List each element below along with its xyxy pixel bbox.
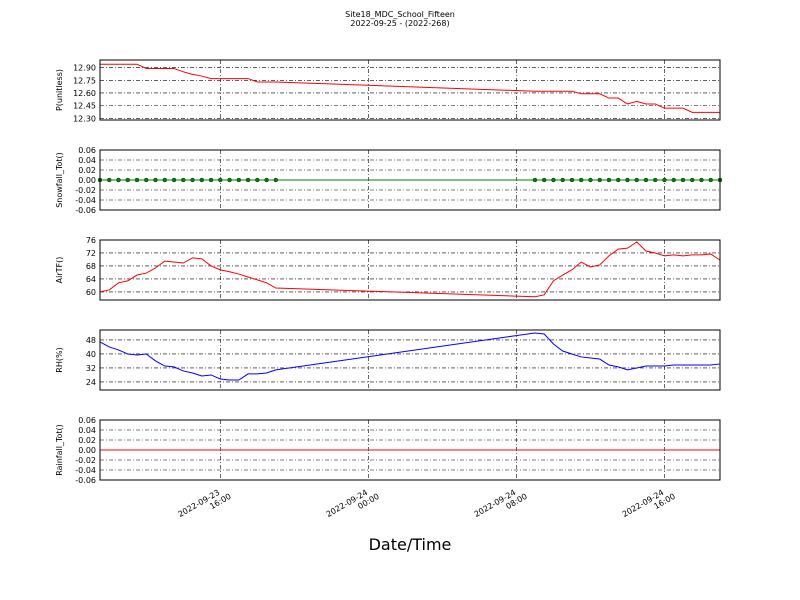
y-axis-label: RH(%) [55,347,64,372]
y-tick-label: 0.02 [78,166,96,175]
x-tick-label: 2022-09-2416:00 [621,484,677,527]
y-tick-label: 48 [86,336,96,345]
data-point [264,177,269,183]
chart-title: Site18_MDC_School_Fifteen [345,10,455,19]
plot-frame [99,59,721,121]
data-point [218,177,223,183]
y-tick-label: 12.60 [73,89,96,98]
data-line [99,241,721,298]
y-tick-label: 32 [86,364,96,373]
data-point [181,177,186,183]
y-axis-label: Snowfall_Tot() [55,152,64,208]
data-point [236,177,241,183]
data-point [227,177,232,183]
y-tick-label: 0.00 [78,446,96,455]
data-point [588,177,593,183]
chart-subtitle: 2022-09-25 - (2022-268) [350,19,449,28]
plot-frame [99,149,721,211]
y-tick-label: 40 [86,350,96,359]
y-tick-label: 12.45 [73,102,96,111]
x-tick-label: 2022-09-2400:00 [325,484,381,527]
data-line [99,332,721,381]
y-tick-label: 0.04 [78,426,96,435]
data-point [680,177,686,183]
x-tick-label: 2022-09-2408:00 [473,484,529,527]
data-point [162,177,167,183]
data-point [579,177,584,183]
data-point [125,177,130,183]
y-tick-label: 24 [86,378,96,387]
data-point [597,177,602,183]
data-point [532,177,538,183]
data-point [199,177,204,183]
data-point [171,177,177,183]
data-point [560,177,565,183]
data-point [551,177,556,183]
y-tick-label: 0.02 [78,436,96,445]
data-point [690,177,695,183]
y-tick-label: 12.30 [73,114,96,123]
y-tick-label: -0.02 [75,456,96,465]
data-point [569,177,575,183]
data-point [144,177,149,183]
data-point [245,177,251,183]
data-point [671,177,676,183]
y-axis-label: Rainfall_Tot() [55,424,64,476]
data-point [606,177,612,183]
y-tick-label: 0.06 [78,146,96,155]
plot-frame [99,329,721,391]
data-point [643,177,649,183]
y-tick-label: 60 [86,288,96,297]
y-tick-label: -0.04 [75,466,96,475]
data-point [190,177,195,183]
y-tick-label: 72 [86,249,96,258]
y-tick-label: 64 [86,275,96,284]
data-point [273,177,278,183]
data-point [625,177,630,183]
y-tick-label: 12.90 [73,64,96,73]
y-tick-label: -0.06 [75,206,96,215]
data-point [107,177,112,183]
data-point [134,177,140,183]
data-point [542,177,547,183]
x-tick-label: 2022-09-2316:00 [177,484,233,527]
data-point [208,177,214,183]
y-tick-label: 0.04 [78,156,96,165]
y-tick-label: 76 [86,236,96,245]
y-axis-label: AirTF() [55,257,64,284]
data-point [153,177,158,183]
plot-frame [99,239,721,301]
y-tick-label: 68 [86,262,96,271]
data-point [116,177,121,183]
data-point [699,177,704,183]
x-axis-label: Date/Time [369,535,452,554]
data-point [634,177,639,183]
data-point [616,177,621,183]
data-point [708,177,713,183]
data-point [255,177,260,183]
y-tick-label: 0.00 [78,176,96,185]
data-line [100,63,720,113]
y-axis-label: P(unitless) [55,69,64,111]
y-tick-label: -0.02 [75,186,96,195]
data-point [662,177,667,183]
data-point [653,177,658,183]
y-tick-label: 0.06 [78,416,96,425]
plot-frame [99,419,721,481]
y-tick-label: -0.04 [75,196,96,205]
y-tick-label: -0.06 [75,476,96,485]
y-tick-label: 12.75 [73,76,96,85]
